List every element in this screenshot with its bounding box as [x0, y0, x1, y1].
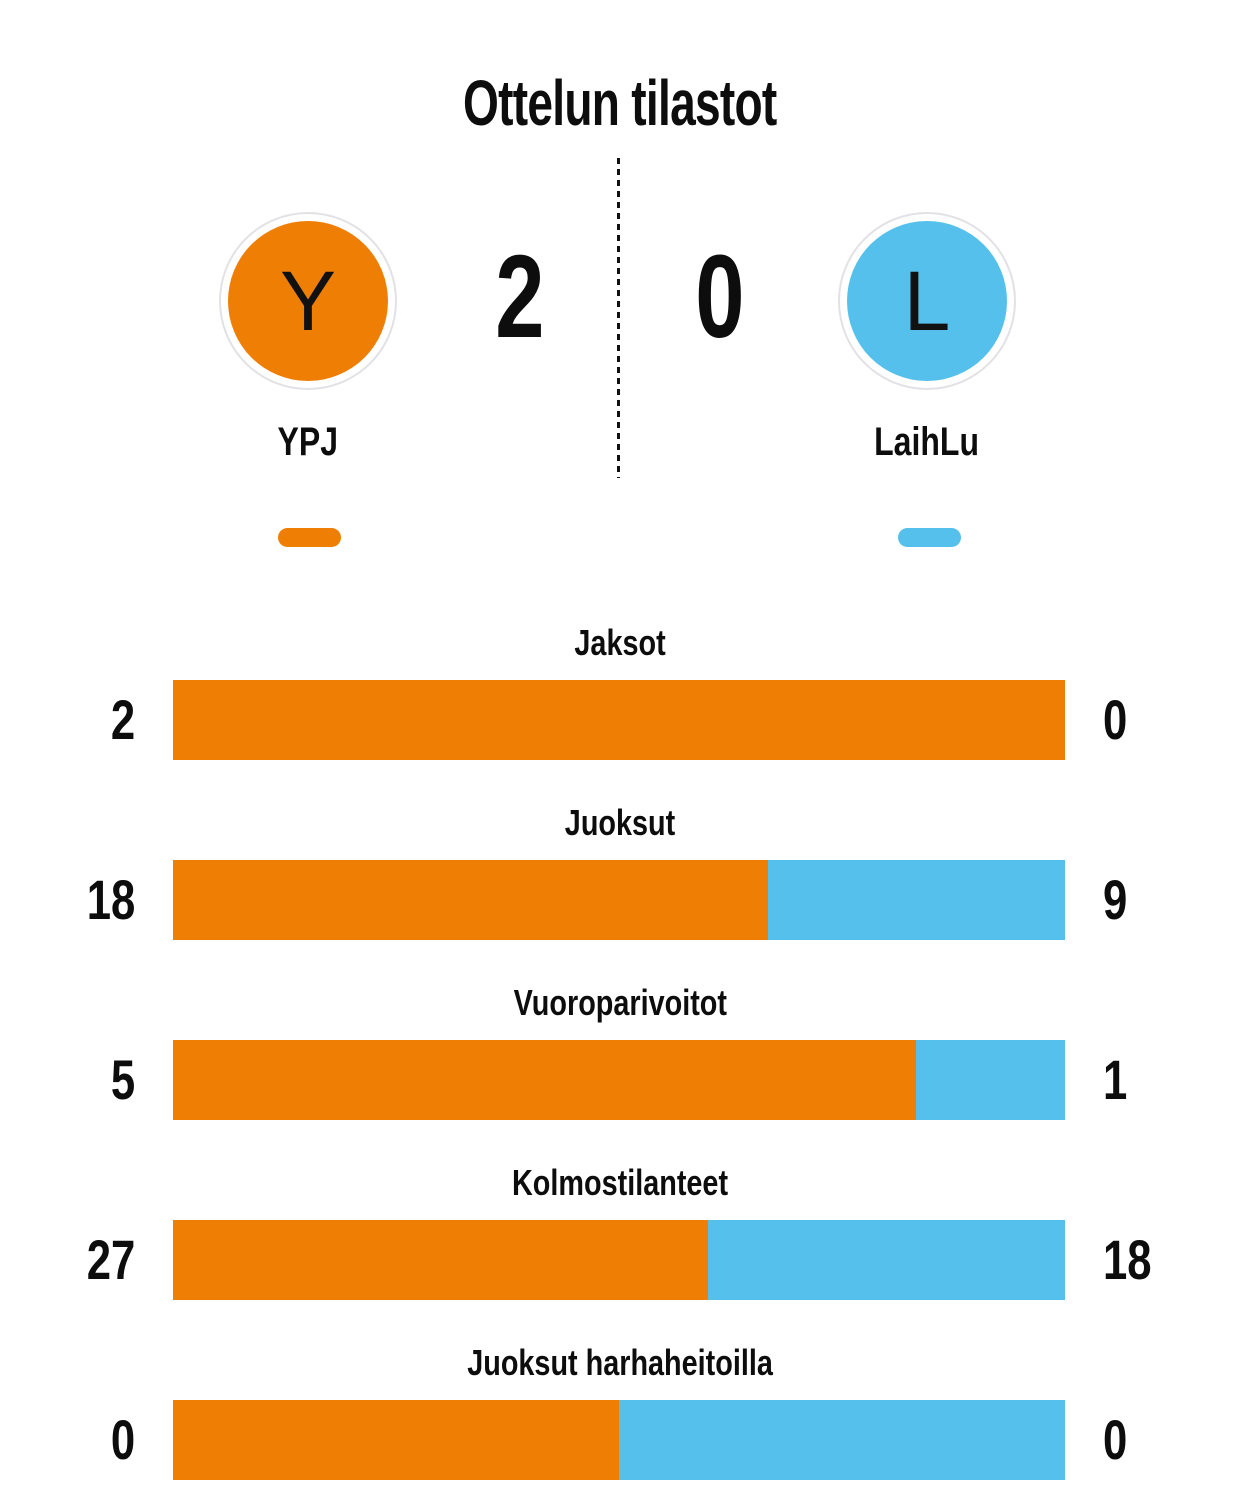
away-stat-value-text: 18 [1103, 1228, 1152, 1291]
home-team-name-text: YPJ [277, 420, 339, 464]
home-score: 2 [440, 217, 600, 377]
away-stat-value-text: 0 [1103, 688, 1128, 751]
away-stat-value: 0 [1065, 680, 1240, 760]
away-bar-segment [619, 1400, 1065, 1480]
stat-label: Vuoroparivoitot [0, 982, 1240, 1024]
home-team-letter: Y [279, 254, 337, 348]
home-team-logo-circle: Y [228, 221, 388, 381]
away-team-logo-circle: L [847, 221, 1007, 381]
home-stat-value-text: 2 [110, 688, 135, 751]
home-bar-segment [173, 1220, 709, 1300]
home-stat-value-text: 0 [110, 1408, 135, 1471]
stat-label: Juoksut [0, 802, 1240, 844]
page-title: Ottelun tilastot [0, 66, 1240, 140]
away-bar-segment [708, 1220, 1065, 1300]
home-stat-value: 0 [0, 1400, 173, 1480]
away-team-name: LaihLu [838, 420, 1016, 465]
stat-bar [173, 1220, 1065, 1300]
away-score-value: 0 [695, 231, 745, 363]
stat-bar [173, 680, 1065, 760]
stat-label: Kolmostilanteet [0, 1162, 1240, 1204]
home-stat-value: 2 [0, 680, 173, 760]
home-bar-segment [173, 680, 1065, 760]
home-bar-segment [173, 1400, 619, 1480]
away-bar-segment [916, 1040, 1065, 1120]
stat-label: Juoksut harhaheitoilla [0, 1342, 1240, 1384]
home-stat-value-text: 5 [110, 1048, 135, 1111]
home-score-value: 2 [495, 231, 545, 363]
stat-bar [173, 860, 1065, 940]
home-team-badge: Y [219, 212, 397, 390]
away-score: 0 [640, 217, 800, 377]
home-team-name: YPJ [219, 420, 397, 465]
stat-row-kolmostilanteet: Kolmostilanteet 27 18 [0, 1140, 1240, 1320]
away-team-name-text: LaihLu [874, 420, 980, 464]
stat-row-juoksut-harhaheitoilla: Juoksut harhaheitoilla 0 0 [0, 1320, 1240, 1500]
home-stat-value-text: 27 [86, 1228, 135, 1291]
away-stat-value-text: 0 [1103, 1408, 1128, 1471]
stat-label-text: Vuoroparivoitot [513, 982, 727, 1023]
away-stat-value-text: 9 [1103, 868, 1128, 931]
stat-label-text: Juoksut harhaheitoilla [467, 1342, 773, 1383]
home-stat-value: 27 [0, 1220, 173, 1300]
home-color-legend-pill [278, 528, 341, 547]
stat-label-text: Juoksut [564, 802, 676, 843]
away-team-badge: L [838, 212, 1016, 390]
stat-label-text: Jaksot [574, 622, 666, 663]
center-dashed-divider [617, 158, 620, 478]
away-bar-segment [768, 860, 1065, 940]
away-stat-value: 0 [1065, 1400, 1240, 1480]
away-team-letter: L [903, 254, 951, 348]
stat-row-vuoroparivoitot: Vuoroparivoitot 5 1 [0, 960, 1240, 1140]
stat-label-text: Kolmostilanteet [511, 1162, 729, 1203]
home-stat-value-text: 18 [86, 868, 135, 931]
stat-bar [173, 1040, 1065, 1120]
home-bar-segment [173, 860, 768, 940]
away-stat-value-text: 1 [1103, 1048, 1128, 1111]
home-stat-value: 5 [0, 1040, 173, 1120]
stat-row-juoksut: Juoksut 18 9 [0, 780, 1240, 960]
home-stat-value: 18 [0, 860, 173, 940]
stat-row-jaksot: Jaksot 2 0 [0, 600, 1240, 780]
home-bar-segment [173, 1040, 917, 1120]
away-stat-value: 1 [1065, 1040, 1240, 1120]
stat-label: Jaksot [0, 622, 1240, 664]
page-title-text: Ottelun tilastot [463, 67, 777, 139]
away-stat-value: 18 [1065, 1220, 1240, 1300]
stat-bar [173, 1400, 1065, 1480]
stats-section: Jaksot 2 0 Juoksut 18 [0, 600, 1240, 1500]
away-stat-value: 9 [1065, 860, 1240, 940]
away-color-legend-pill [898, 528, 961, 547]
